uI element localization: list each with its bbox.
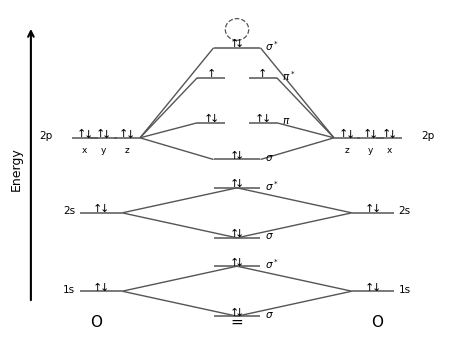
Text: ↑: ↑ — [203, 114, 213, 124]
Text: ↓: ↓ — [235, 179, 245, 189]
Text: ↑: ↑ — [255, 114, 264, 124]
Text: ↓: ↓ — [346, 129, 355, 139]
Text: ↑: ↑ — [229, 179, 239, 189]
Text: ↑: ↑ — [365, 282, 374, 293]
Text: ↑: ↑ — [365, 204, 374, 214]
Text: ↓: ↓ — [372, 204, 381, 214]
Text: ↑: ↑ — [363, 129, 372, 139]
Text: ↑: ↑ — [229, 151, 239, 161]
Text: ↓: ↓ — [388, 129, 397, 139]
Text: ↑: ↑ — [207, 69, 216, 79]
Text: x: x — [387, 146, 392, 155]
Text: $\sigma$: $\sigma$ — [265, 231, 274, 241]
Text: 2s: 2s — [63, 206, 75, 216]
Text: ↑: ↑ — [229, 258, 239, 267]
Text: O: O — [372, 315, 383, 330]
Text: Energy: Energy — [9, 147, 22, 192]
Text: $\pi^*$: $\pi^*$ — [282, 69, 295, 83]
Text: =: = — [231, 315, 243, 330]
Text: ↓: ↓ — [235, 39, 245, 49]
Text: ↓: ↓ — [261, 114, 271, 124]
Text: $\sigma^*$: $\sigma^*$ — [265, 258, 279, 272]
Text: ↑: ↑ — [229, 307, 239, 318]
Text: ↓: ↓ — [100, 204, 109, 214]
Text: ↓: ↓ — [235, 229, 245, 239]
Text: O: O — [91, 315, 102, 330]
Text: ↑: ↑ — [93, 282, 102, 293]
Text: ↑: ↑ — [229, 229, 239, 239]
Text: z: z — [345, 146, 349, 155]
Text: ↑: ↑ — [339, 129, 348, 139]
Text: 1s: 1s — [63, 284, 75, 295]
Text: ↑: ↑ — [77, 129, 86, 139]
Text: $\sigma^*$: $\sigma^*$ — [265, 179, 279, 193]
Text: ↑: ↑ — [96, 129, 105, 139]
Text: $\sigma^*$: $\sigma^*$ — [265, 39, 279, 53]
Text: ↑: ↑ — [119, 129, 128, 139]
Text: ↑: ↑ — [381, 129, 391, 139]
Text: ↓: ↓ — [372, 282, 381, 293]
Text: ↓: ↓ — [100, 282, 109, 293]
Text: ↓: ↓ — [210, 114, 219, 124]
Text: ↑: ↑ — [93, 204, 102, 214]
Text: 2p: 2p — [40, 131, 53, 141]
Text: ↓: ↓ — [126, 129, 135, 139]
Text: x: x — [82, 146, 87, 155]
Text: y: y — [368, 146, 373, 155]
Text: z: z — [125, 146, 129, 155]
Text: $\sigma$: $\sigma$ — [265, 310, 274, 320]
Text: ↓: ↓ — [235, 307, 245, 318]
Text: $\pi$: $\pi$ — [282, 116, 290, 126]
Text: ↓: ↓ — [83, 129, 93, 139]
Text: ↓: ↓ — [235, 151, 245, 161]
Text: ↓: ↓ — [102, 129, 111, 139]
Text: 2s: 2s — [399, 206, 411, 216]
Text: 2p: 2p — [421, 131, 434, 141]
Text: ↑: ↑ — [258, 69, 267, 79]
Text: ↓: ↓ — [235, 258, 245, 267]
Text: ↑: ↑ — [229, 39, 239, 49]
Text: ↓: ↓ — [369, 129, 378, 139]
Text: y: y — [101, 146, 106, 155]
Text: 1s: 1s — [399, 284, 411, 295]
Text: $\sigma$: $\sigma$ — [265, 153, 274, 163]
